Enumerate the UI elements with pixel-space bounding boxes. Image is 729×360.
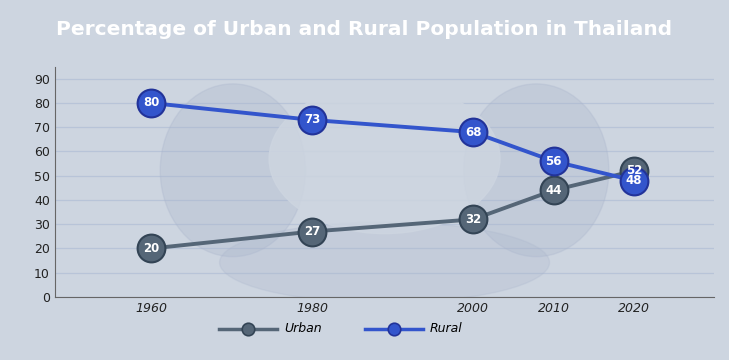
Text: 56: 56 [545, 155, 562, 168]
Text: 80: 80 [143, 96, 160, 109]
Text: 27: 27 [304, 225, 320, 238]
Text: 32: 32 [465, 213, 481, 226]
Text: 20: 20 [143, 242, 160, 255]
Ellipse shape [219, 222, 550, 303]
Ellipse shape [269, 84, 500, 234]
Text: 73: 73 [304, 113, 320, 126]
Ellipse shape [464, 84, 609, 257]
Text: 48: 48 [625, 174, 642, 187]
Text: Urban: Urban [284, 322, 322, 335]
Text: 44: 44 [545, 184, 562, 197]
Ellipse shape [160, 84, 305, 257]
Text: Rural: Rural [430, 322, 463, 335]
Text: 52: 52 [625, 165, 642, 177]
Text: Percentage of Urban and Rural Population in Thailand: Percentage of Urban and Rural Population… [56, 19, 673, 39]
Text: 68: 68 [465, 126, 481, 139]
